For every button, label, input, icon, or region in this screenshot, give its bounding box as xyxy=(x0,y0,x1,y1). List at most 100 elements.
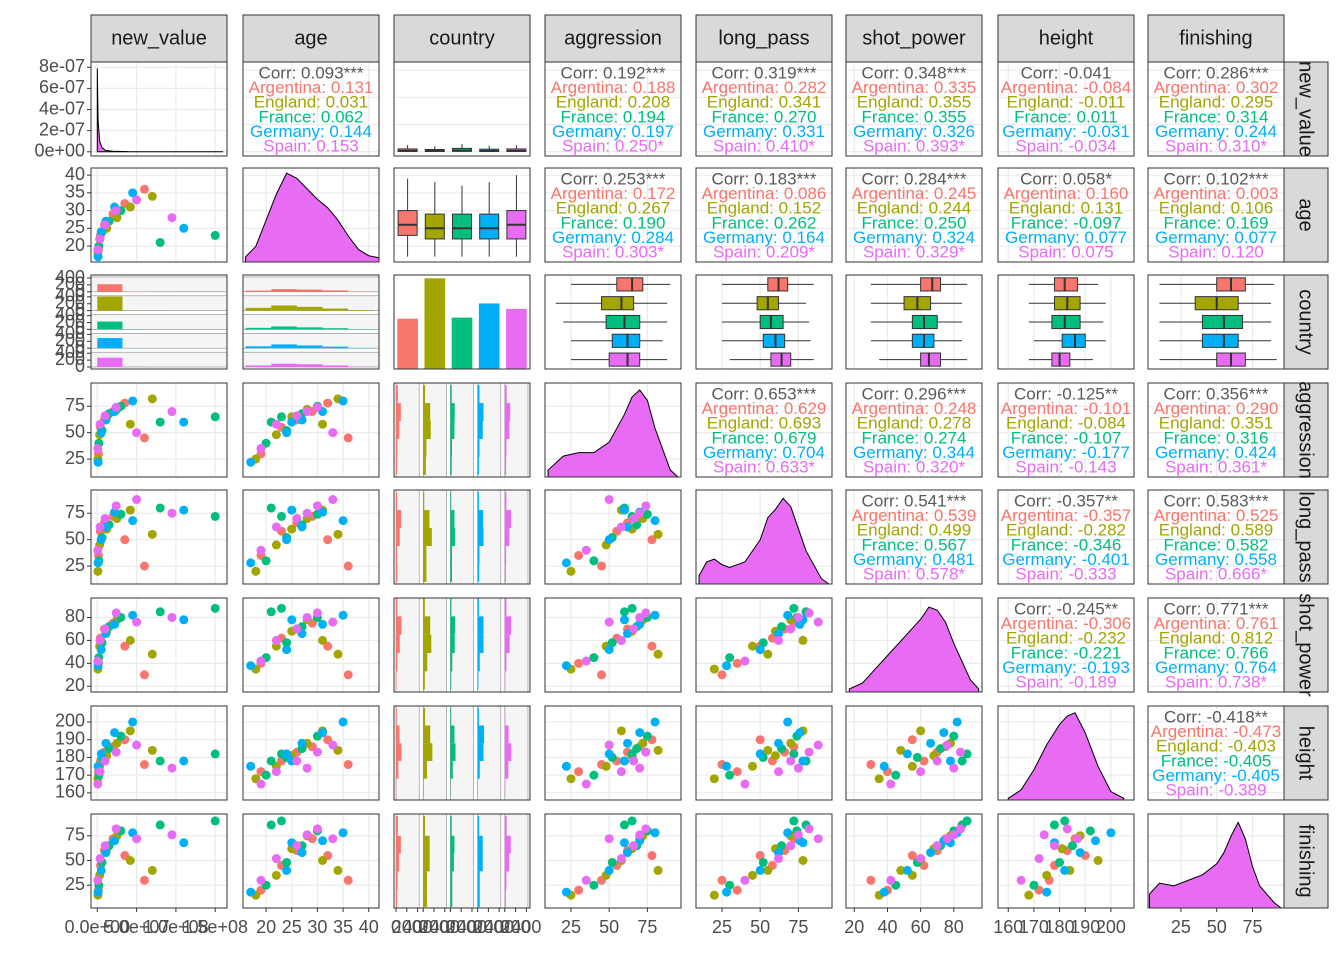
correlation-label: Corr: -0.357** xyxy=(1014,491,1118,510)
histogram-bar xyxy=(423,385,426,404)
box xyxy=(601,296,635,311)
strip-label: height xyxy=(1295,726,1317,781)
panel xyxy=(395,598,529,692)
point xyxy=(1106,828,1116,838)
panel-border xyxy=(544,382,682,478)
panel-border xyxy=(90,382,228,478)
point xyxy=(574,767,584,777)
y-tick-label: 0 xyxy=(75,337,85,357)
point xyxy=(616,522,626,532)
point xyxy=(581,779,591,789)
correlation-label: Argentina: 0.539 xyxy=(852,506,977,525)
point xyxy=(210,816,220,826)
point xyxy=(125,856,135,866)
correlation-label: Germany: 0.244 xyxy=(1155,122,1277,141)
point xyxy=(155,607,165,617)
point xyxy=(804,747,814,757)
x-tick-label: 20 xyxy=(844,917,864,937)
correlation-label: Germany: 0.481 xyxy=(853,550,975,569)
x-tick-label: 0 xyxy=(418,917,428,937)
histogram-bar xyxy=(450,671,452,690)
point xyxy=(619,756,629,766)
x-tick-label: 1.5e+08 xyxy=(182,917,248,937)
point xyxy=(276,816,286,826)
histogram-bar xyxy=(396,725,400,744)
panel-border xyxy=(845,61,983,157)
histogram-bar xyxy=(423,853,430,872)
x-tick-label: 60 xyxy=(911,917,931,937)
histogram-bar xyxy=(396,528,400,546)
correlation-label: France: 0.316 xyxy=(1164,428,1269,447)
x-tick-label: 50 xyxy=(599,917,619,937)
correlation-label: Spain: 0.393* xyxy=(863,136,965,155)
x-tick-label: 25 xyxy=(561,917,581,937)
histogram-bar xyxy=(423,528,432,546)
correlation-label: Spain: 0.310* xyxy=(1165,136,1267,155)
correlation-label: Spain: -0.189 xyxy=(1015,672,1116,691)
panel-border xyxy=(242,489,380,585)
panel xyxy=(696,814,832,908)
histogram-bar xyxy=(423,456,426,475)
point xyxy=(287,417,297,427)
histogram-bar xyxy=(396,598,398,617)
point xyxy=(338,396,348,406)
histogram-bar xyxy=(396,835,401,854)
strip-label: height xyxy=(1039,27,1094,49)
point xyxy=(297,522,307,532)
y-tick-label: 6e-07 xyxy=(39,77,85,97)
point xyxy=(874,774,884,784)
correlation-label: Corr: -0.125** xyxy=(1014,384,1118,403)
point xyxy=(740,656,750,666)
point xyxy=(647,641,657,651)
point xyxy=(886,875,896,885)
histogram-bar xyxy=(296,306,323,311)
panel xyxy=(555,275,671,369)
point xyxy=(139,433,149,443)
correlation-label: Spain: 0.075 xyxy=(1018,242,1113,261)
point xyxy=(725,653,735,663)
point xyxy=(629,624,639,634)
point xyxy=(879,887,889,897)
point xyxy=(147,865,157,875)
point xyxy=(96,535,106,545)
box xyxy=(1051,352,1071,367)
histogram-bar xyxy=(396,889,398,908)
point xyxy=(111,824,121,834)
histogram-bar xyxy=(322,290,349,292)
x-tick-label: 0 xyxy=(391,917,401,937)
density-area xyxy=(1007,712,1125,800)
bar xyxy=(506,308,527,369)
x-tick-label: 40 xyxy=(359,917,379,937)
histogram-bar xyxy=(450,743,456,761)
histogram-bar xyxy=(450,707,452,726)
panel-border xyxy=(845,597,983,693)
point xyxy=(732,885,742,895)
correlation-label: Spain: 0.633* xyxy=(713,457,815,476)
point xyxy=(962,816,972,826)
point xyxy=(763,745,773,755)
box xyxy=(1201,314,1243,330)
histogram-bar xyxy=(450,563,453,582)
histogram-bar xyxy=(423,653,428,672)
panel-border xyxy=(845,382,983,478)
point xyxy=(256,545,266,555)
y-tick-label: 200 xyxy=(55,711,85,731)
correlation-label: England: 0.341 xyxy=(707,93,821,112)
x-tick-label: 25 xyxy=(282,917,302,937)
density-area xyxy=(96,68,224,153)
panel xyxy=(853,275,968,369)
correlation-label: England: 0.131 xyxy=(1009,199,1123,218)
point xyxy=(641,824,651,834)
y-tick-label: 0 xyxy=(75,356,85,376)
point xyxy=(100,514,110,524)
point xyxy=(896,745,906,755)
point xyxy=(783,717,793,727)
point xyxy=(717,875,727,885)
point xyxy=(266,820,276,830)
histogram-bar xyxy=(450,598,452,617)
panel xyxy=(394,69,530,153)
point xyxy=(312,747,322,757)
correlation-label: England: 0.031 xyxy=(254,93,368,112)
panel-border xyxy=(393,813,531,909)
